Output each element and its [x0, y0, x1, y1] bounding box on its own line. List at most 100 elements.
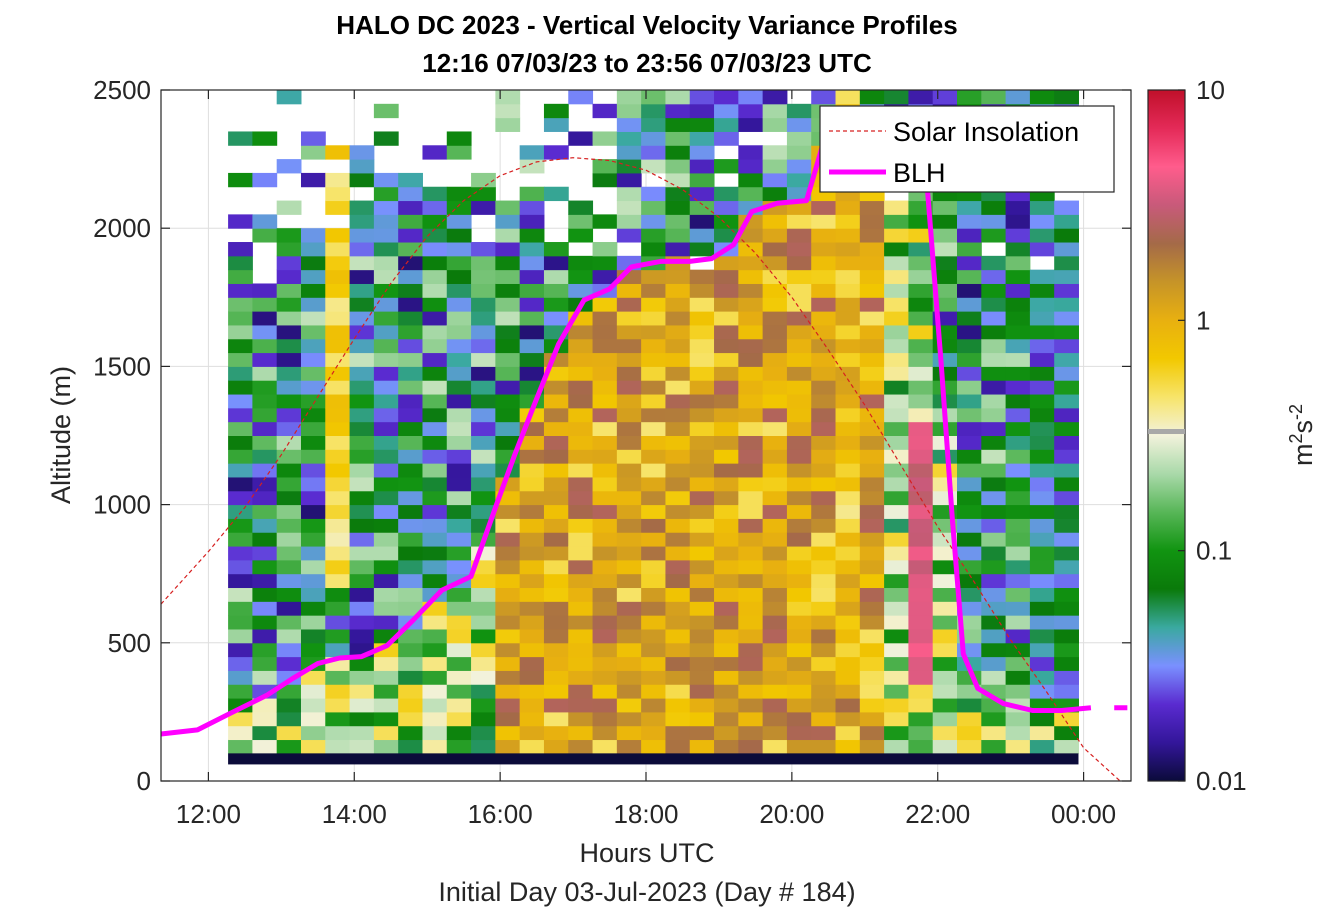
- heatmap-cell: [373, 338, 399, 354]
- heatmap-cell: [835, 200, 861, 215]
- heatmap-cell: [859, 725, 885, 741]
- heatmap-cell: [446, 615, 472, 630]
- heatmap-cell: [398, 394, 423, 409]
- heatmap-cell: [786, 698, 812, 713]
- heatmap-cell: [1005, 297, 1031, 312]
- heatmap-cell: [641, 463, 666, 478]
- heatmap-cell: [276, 380, 302, 395]
- heatmap-cell: [616, 615, 642, 630]
- heatmap: [228, 90, 1079, 765]
- heatmap-cell: [276, 504, 302, 519]
- heatmap-cell: [398, 559, 423, 575]
- heatmap-cell: [908, 283, 934, 298]
- heatmap-cell: [665, 504, 691, 519]
- heatmap-cell: [495, 573, 521, 589]
- heatmap-cell: [446, 407, 472, 423]
- heatmap-cell: [495, 103, 521, 119]
- heatmap-cell: [1005, 283, 1031, 298]
- heatmap-cell: [276, 559, 302, 575]
- heatmap-cell: [519, 490, 545, 506]
- heatmap-cell: [665, 352, 691, 367]
- heatmap-cell: [932, 338, 958, 354]
- heatmap-cell: [957, 380, 982, 395]
- heatmap-cell: [835, 242, 861, 257]
- heatmap-cell: [471, 407, 496, 423]
- heatmap-cell: [811, 670, 837, 685]
- heatmap-cell: [908, 407, 934, 423]
- chart-title: HALO DC 2023 - Vertical Velocity Varianc…: [336, 10, 957, 40]
- heatmap-cell: [1005, 518, 1031, 533]
- heatmap-cell: [981, 656, 1007, 671]
- heatmap-cell: [543, 739, 569, 754]
- heatmap-cell: [543, 725, 569, 741]
- heatmap-cell: [665, 297, 691, 312]
- heatmap-cell: [228, 311, 253, 326]
- heatmap-cell: [641, 684, 666, 699]
- heatmap-cell: [859, 214, 885, 229]
- heatmap-cell: [738, 269, 764, 284]
- heatmap-cell: [957, 200, 982, 215]
- heatmap-cell: [1054, 725, 1079, 741]
- heatmap-cell: [276, 324, 302, 340]
- heatmap-cell: [762, 324, 788, 340]
- heatmap-cell: [349, 559, 375, 575]
- heatmap-cell: [811, 656, 837, 671]
- heatmap-cell: [908, 601, 934, 616]
- heatmap-cell: [981, 90, 1007, 105]
- heatmap-cell: [884, 421, 909, 436]
- heatmap-cell: [495, 338, 521, 354]
- heatmap-cell: [884, 338, 909, 354]
- heatmap-cell: [228, 504, 253, 519]
- heatmap-cell: [884, 490, 909, 506]
- heatmap-cell: [884, 476, 909, 492]
- heatmap-cell: [957, 242, 982, 257]
- heatmap-cell: [519, 573, 545, 589]
- heatmap-cell: [641, 366, 666, 381]
- heatmap-cell: [981, 255, 1007, 271]
- heatmap-cell: [519, 711, 545, 727]
- heatmap-cell: [349, 725, 375, 741]
- heatmap-cell: [471, 504, 496, 519]
- heatmap-cell: [786, 739, 812, 754]
- heatmap-cell: [446, 311, 472, 326]
- heatmap-cell: [1029, 490, 1055, 506]
- heatmap-cell: [1054, 656, 1079, 671]
- heatmap-cell: [738, 518, 764, 533]
- heatmap-cell: [641, 283, 666, 298]
- heatmap-cell: [981, 532, 1007, 547]
- colorbar-tick-label: 1: [1196, 305, 1210, 335]
- heatmap-cell: [957, 739, 982, 754]
- heatmap-cell: [325, 504, 351, 519]
- heatmap-cell: [689, 684, 715, 699]
- heatmap-cell: [738, 103, 764, 119]
- heatmap-cell: [859, 449, 885, 464]
- heatmap-cell: [1029, 338, 1055, 354]
- heatmap-cell: [1029, 407, 1055, 423]
- heatmap-cell: [471, 380, 496, 395]
- heatmap-cell: [859, 200, 885, 215]
- heatmap-cell: [811, 490, 837, 506]
- heatmap-cell: [519, 601, 545, 616]
- heatmap-cell: [762, 117, 788, 132]
- heatmap-cell: [398, 476, 423, 492]
- heatmap-cell: [592, 366, 618, 381]
- heatmap-cell: [884, 684, 909, 699]
- heatmap-cell: [616, 559, 642, 575]
- heatmap-cell: [568, 366, 594, 381]
- heatmap-cell: [689, 435, 715, 450]
- heatmap-cell: [228, 642, 253, 658]
- heatmap-cell: [811, 476, 837, 492]
- heatmap-cell: [689, 145, 715, 160]
- heatmap-cell: [495, 615, 521, 630]
- heatmap-cell: [738, 145, 764, 160]
- heatmap-cell: [738, 228, 764, 243]
- heatmap-cell: [762, 615, 788, 630]
- heatmap-cell: [1029, 394, 1055, 409]
- heatmap-cell: [786, 504, 812, 519]
- heatmap-cell: [228, 297, 253, 312]
- heatmap-cell: [276, 407, 302, 423]
- heatmap-cell: [422, 449, 448, 464]
- heatmap-cell: [908, 559, 934, 575]
- heatmap-cell: [884, 90, 909, 105]
- heatmap-cell: [981, 559, 1007, 575]
